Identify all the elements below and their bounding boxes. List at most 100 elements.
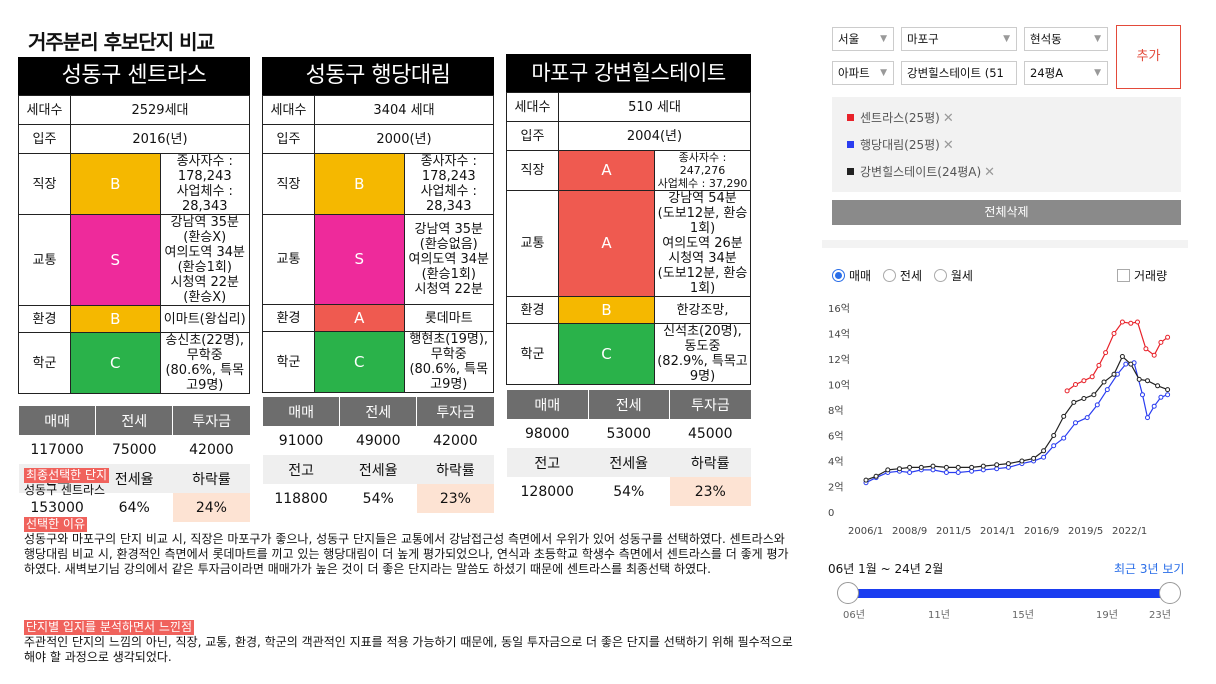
school-grade: C	[70, 332, 161, 394]
school-value: 송신초(22명), 무학중 (80.6%, 특목고9명)	[159, 332, 250, 394]
radio-sale[interactable]: 매매	[832, 269, 871, 283]
job-value: 종사자수 : 247,276 사업체수 : 37,290	[654, 150, 751, 191]
data-point	[1103, 350, 1109, 356]
label-school: 학군	[262, 331, 315, 393]
district-select[interactable]: 마포구 ▼	[901, 27, 1017, 51]
data-point	[1143, 346, 1149, 352]
data-point	[1073, 382, 1078, 387]
label-job: 직장	[506, 150, 559, 191]
note-body: 성동구 센트라스	[24, 483, 106, 497]
label-transit: 교통	[262, 214, 315, 305]
complex-name: 마포구 강변힐스테이트	[506, 54, 751, 92]
peak-value: 153000	[30, 499, 84, 516]
data-point	[907, 470, 913, 475]
data-point	[1071, 399, 1077, 405]
jeonse-value: 75000	[111, 441, 157, 458]
clear-all-button[interactable]: 전체삭제	[832, 200, 1181, 225]
x-tick-label: 2014/1	[980, 526, 1015, 536]
data-point	[1145, 415, 1150, 421]
data-point	[943, 470, 949, 475]
jeonse-value: 49000	[355, 432, 401, 449]
remove-icon[interactable]: ✕	[984, 165, 996, 180]
label-move-in: 입주	[506, 121, 559, 151]
school-value: 신석초(20명), 동도중 (82.9%, 특목고9명)	[654, 323, 751, 385]
y-tick-label: 14억	[828, 329, 850, 341]
data-point	[1151, 352, 1157, 358]
label-environment: 환경	[18, 305, 71, 333]
series-color-swatch	[847, 114, 854, 121]
city-select[interactable]: 서울 ▼	[832, 27, 894, 51]
label-school: 학군	[18, 332, 71, 394]
dong-select[interactable]: 현석동 ▼	[1024, 27, 1108, 51]
data-point	[994, 462, 1000, 468]
remove-icon[interactable]: ✕	[942, 111, 954, 126]
data-point	[1081, 396, 1087, 401]
environment-value: 롯데마트	[403, 304, 494, 332]
add-button[interactable]: 추가	[1116, 25, 1181, 89]
data-point	[1094, 402, 1100, 408]
y-tick-label: 4억	[828, 456, 844, 468]
note-body: 성동구와 마포구의 단지 비교 시, 직장은 마포구가 좋으나, 성동구 단지들…	[24, 532, 789, 576]
data-point	[1145, 378, 1150, 384]
size-select[interactable]: 24평A ▼	[1024, 61, 1108, 85]
slider-tick-label: 15년	[1012, 610, 1034, 621]
data-point	[918, 464, 924, 470]
type-select[interactable]: 아파트 ▼	[832, 61, 894, 85]
complex-info-table: 세대수 2529세대 입주 2016(년) 직장 B 종사자수 : 178,243 사업…	[18, 95, 250, 394]
label-transit: 교통	[18, 214, 71, 306]
slider-tick-label: 11년	[928, 610, 950, 621]
label-jeonse: 전세	[339, 397, 417, 426]
complex-info-table: 세대수 510 세대 입주 2004(년) 직장 A 종사자수 : 247,276 사업…	[506, 92, 751, 385]
date-range-slider-track[interactable]	[849, 589, 1170, 598]
data-point	[1158, 394, 1164, 400]
data-point	[885, 467, 891, 473]
complex-select[interactable]: 강변힐스테이트 (51	[901, 61, 1017, 85]
school-value: 행현초(19명), 무학중 (80.6%, 특목고9명)	[403, 331, 494, 393]
label-environment: 환경	[506, 296, 559, 324]
label-sale: 매매	[506, 390, 588, 419]
y-tick-label: 8억	[828, 405, 844, 417]
data-point	[1119, 319, 1125, 325]
data-point	[1155, 383, 1161, 389]
data-point	[1128, 320, 1134, 326]
data-point	[1073, 420, 1078, 426]
date-range-label: 06년 1월 ~ 24년 2월	[828, 562, 944, 576]
label-move-in: 입주	[18, 124, 71, 154]
transit-value: 강남역 54분 (도보12분, 환승1회) 여의도역 26분 시청역 34분 (…	[654, 190, 751, 297]
slider-end-handle[interactable]	[1159, 582, 1181, 604]
label-peak: 전고	[506, 448, 588, 477]
label-peak: 전고	[262, 455, 340, 484]
complex-card-centras: 성동구 센트라스 세대수 2529세대 입주 2016(년) 직장 B 종사자수 : 1…	[17, 57, 250, 522]
note-impression: 단지별 입지를 분석하면서 느낀점 주관적인 단지의 느낌의 아닌, 직장, 교…	[24, 620, 794, 665]
slider-tick-label: 23년	[1149, 610, 1171, 621]
data-point	[955, 464, 961, 470]
data-point	[969, 464, 975, 470]
data-point	[1041, 454, 1047, 460]
data-point	[1051, 433, 1057, 438]
sale-value: 91000	[278, 432, 324, 449]
data-point	[1140, 392, 1145, 398]
remove-icon[interactable]: ✕	[942, 138, 954, 153]
radio-jeonse[interactable]: 전세	[882, 269, 922, 283]
peak-value: 118800	[274, 490, 328, 507]
selected-item: 행당대림(25평) ✕	[847, 136, 954, 153]
volume-checkbox[interactable]: 거래량	[1117, 267, 1167, 284]
job-value: 종사자수 : 178,243 사업체수 : 28,343	[159, 153, 250, 215]
jeonse-ratio-value: 54%	[362, 490, 394, 507]
radio-icon	[882, 269, 896, 282]
transit-value: 강남역 35분 (환승없음) 여의도역 34분 (환승1회) 시청역 22분	[403, 214, 494, 305]
label-jeonse-ratio: 전세율	[588, 448, 670, 477]
recent-3-years-link[interactable]: 최근 3년 보기	[1114, 562, 1185, 576]
label-job: 직장	[262, 153, 315, 215]
data-point	[1119, 354, 1125, 359]
environment-grade: B	[70, 305, 161, 333]
data-point	[897, 466, 902, 472]
radio-monthly[interactable]: 월세	[933, 269, 973, 283]
page-title: 거주분리 후보단지 비교	[28, 30, 215, 54]
series-color-swatch	[847, 141, 854, 148]
environment-value: 한강조망,	[654, 296, 751, 324]
slider-start-handle[interactable]	[837, 582, 859, 604]
data-point	[1165, 387, 1171, 393]
y-tick-label: 2억	[828, 482, 844, 494]
